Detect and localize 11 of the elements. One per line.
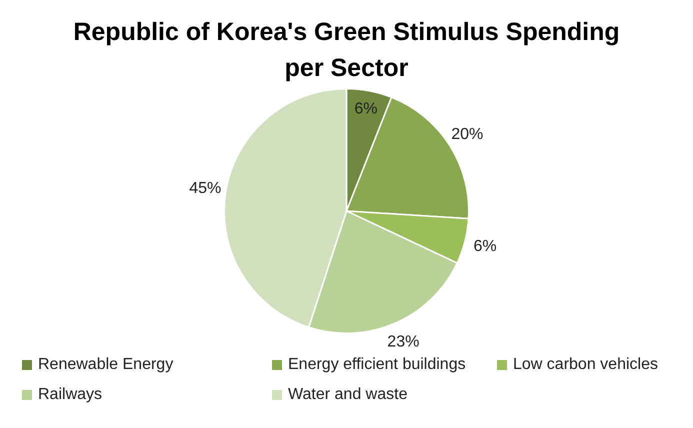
legend-label: Low carbon vehicles xyxy=(513,356,658,374)
chart-title: Republic of Korea's Green Stimulus Spending per Sector xyxy=(72,17,621,84)
legend-label: Renewable Energy xyxy=(38,356,174,374)
legend-label: Energy efficient buildings xyxy=(288,356,466,374)
data-label: 6% xyxy=(473,238,497,255)
legend-label: Water and waste xyxy=(288,386,408,404)
legend-label: Railways xyxy=(38,386,102,404)
data-label: 20% xyxy=(451,126,484,143)
data-label: 45% xyxy=(189,180,222,198)
data-label: 6% xyxy=(354,100,378,118)
data-label: 23% xyxy=(387,334,420,351)
